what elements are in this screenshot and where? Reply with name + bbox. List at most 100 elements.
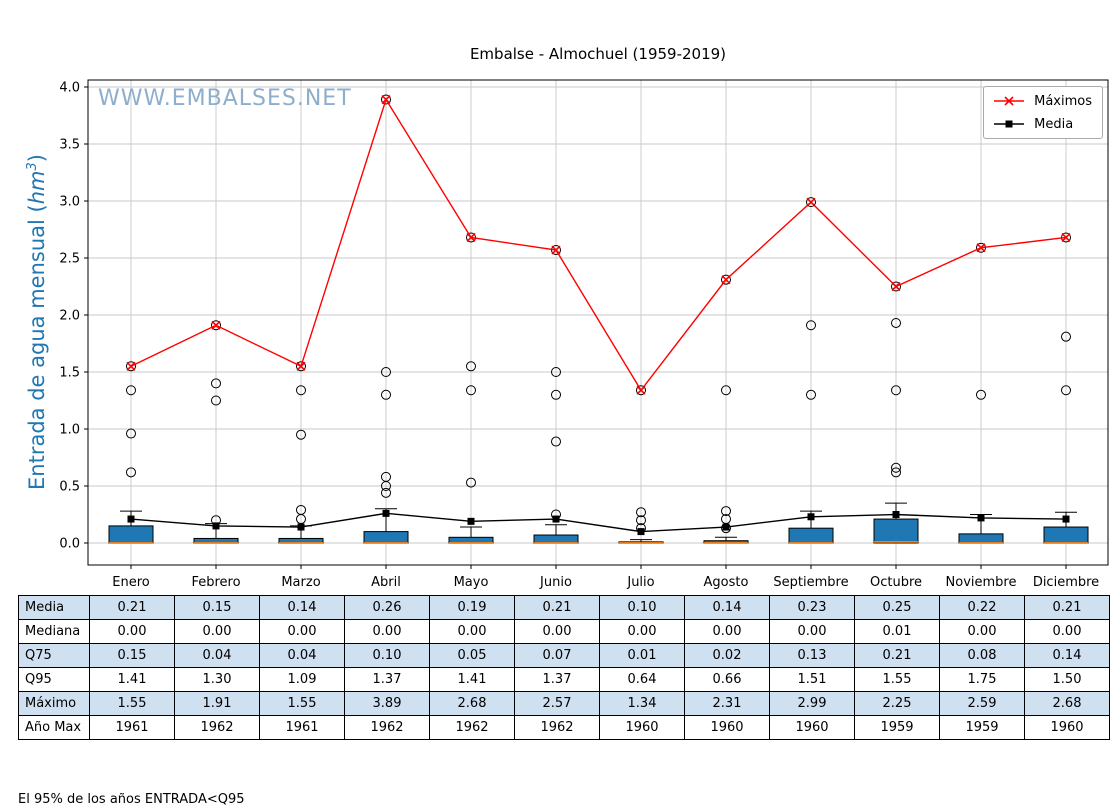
- outlier-point: [211, 378, 221, 389]
- stats-cell: 1961: [89, 715, 175, 740]
- x-tick-label: Mayo: [454, 575, 489, 590]
- stats-cell: 2.25: [854, 691, 940, 716]
- legend-label-media: Media: [1034, 116, 1074, 132]
- stats-cell: 0.01: [854, 619, 940, 644]
- y-axis-label-math: hm: [25, 170, 49, 205]
- row-header: Q75: [18, 643, 90, 668]
- stats-cell: 0.00: [684, 619, 770, 644]
- table-row: Q95 1.41 1.30 1.09 1.37 1.41 1.37 0.64 0.66 1.51 1…: [18, 667, 1110, 692]
- stats-cell: 1.41: [89, 667, 175, 692]
- outlier-point: [721, 385, 731, 396]
- y-tick-label: 1.5: [59, 366, 80, 381]
- maximos-marker: [211, 320, 221, 330]
- stats-cell: 0.23: [769, 595, 855, 620]
- maximos-marker: [806, 197, 816, 207]
- outlier-point: [126, 428, 136, 439]
- boxplot-enero: [108, 361, 154, 544]
- stats-cell: 1959: [939, 715, 1025, 740]
- stats-cell: 1960: [599, 715, 685, 740]
- stats-cell: 1959: [854, 715, 940, 740]
- media-marker: [1062, 515, 1070, 523]
- y-tick-label: 1.0: [59, 423, 80, 438]
- footnotes: El 95% de los años ENTRADA<Q95 El 75% de…: [18, 751, 769, 810]
- outlier-point: [381, 487, 391, 498]
- outlier-point: [806, 197, 816, 208]
- media-marker: [892, 511, 900, 518]
- stats-cell: 1.37: [514, 667, 600, 692]
- stats-cell: 2.99: [769, 691, 855, 716]
- table-row: Año Max 1961 1962 1961 1962 1962 1962 1960 1960 1…: [18, 715, 1110, 740]
- stats-cell: 0.13: [769, 643, 855, 668]
- outlier-point: [891, 281, 901, 292]
- y-tick-label: 4.0: [59, 81, 80, 96]
- outlier-point: [636, 507, 646, 518]
- stats-cell: 0.08: [939, 643, 1025, 668]
- x-tick-label: Diciembre: [1033, 575, 1099, 590]
- stats-cell: 0.00: [1024, 619, 1110, 644]
- y-tick-label: 0.5: [59, 480, 80, 495]
- maximos-marker: [551, 245, 561, 255]
- table-row: Mediana 0.00 0.00 0.00 0.00 0.00 0.00 0.00 0.00 0…: [18, 619, 1110, 644]
- outlier-point: [296, 385, 306, 396]
- stats-cell: 0.14: [684, 595, 770, 620]
- stats-cell: 0.19: [429, 595, 515, 620]
- outlier-point: [891, 385, 901, 396]
- stats-cell: 0.21: [1024, 595, 1110, 620]
- maximos-line: [130, 97, 1067, 392]
- outlier-point: [636, 515, 646, 526]
- row-header: Año Max: [18, 715, 90, 740]
- media-marker: [212, 522, 220, 530]
- stats-cell: 0.00: [599, 619, 685, 644]
- outlier-point: [381, 471, 391, 482]
- outlier-point: [211, 395, 221, 406]
- stats-cell: 1.34: [599, 691, 685, 716]
- stats-cell: 0.00: [344, 619, 430, 644]
- media-line: [130, 512, 1067, 533]
- stats-cell: 3.89: [344, 691, 430, 716]
- stats-cell: 2.59: [939, 691, 1025, 716]
- maximos-marker: [636, 385, 646, 395]
- box: [958, 533, 1004, 544]
- media-marker: [807, 513, 815, 521]
- stats-cell: 0.00: [769, 619, 855, 644]
- outlier-point: [891, 317, 901, 328]
- stats-cell: 0.07: [514, 643, 600, 668]
- stats-cell: 2.68: [429, 691, 515, 716]
- media-line-swatch: [994, 120, 1025, 128]
- stats-cell: 0.21: [854, 643, 940, 668]
- row-header: Media: [18, 595, 90, 620]
- legend-item-maximos: Máximos: [992, 93, 1092, 109]
- stats-cell: 1961: [259, 715, 345, 740]
- boxplot-noviembre: [958, 242, 1004, 544]
- outlier-point: [891, 467, 901, 478]
- media-marker: [552, 515, 560, 523]
- stats-cell: 1962: [429, 715, 515, 740]
- maximos-marker: [891, 281, 901, 292]
- maximos-line-swatch: [994, 96, 1025, 106]
- y-axis-label: Entrada de agua mensual (hm3): [25, 154, 49, 490]
- y-tick-label: 2.5: [59, 252, 80, 267]
- outlier-point: [296, 361, 306, 372]
- outlier-point: [551, 367, 561, 377]
- stats-cell: 1962: [514, 715, 600, 740]
- outlier-point: [296, 429, 306, 440]
- media-marker: [467, 517, 475, 525]
- stats-cell: 1.51: [769, 667, 855, 692]
- maximos-marker: [976, 243, 986, 253]
- stats-cell: 2.31: [684, 691, 770, 716]
- stats-cell: 0.21: [514, 595, 600, 620]
- boxplot-octubre: [873, 281, 919, 544]
- outlier-point: [806, 389, 816, 400]
- outlier-point: [551, 389, 561, 400]
- stats-cell: 0.00: [89, 619, 175, 644]
- boxplot-mayo: [448, 232, 494, 544]
- outlier-point: [1061, 331, 1071, 342]
- outlier-point: [466, 385, 476, 396]
- x-tick-label: Enero: [112, 575, 150, 590]
- stats-cell: 1.37: [344, 667, 430, 692]
- stats-cell: 0.00: [174, 619, 260, 644]
- maximos-marker: [721, 275, 731, 285]
- stats-cell: 1962: [174, 715, 260, 740]
- maximos-marker: [126, 361, 136, 371]
